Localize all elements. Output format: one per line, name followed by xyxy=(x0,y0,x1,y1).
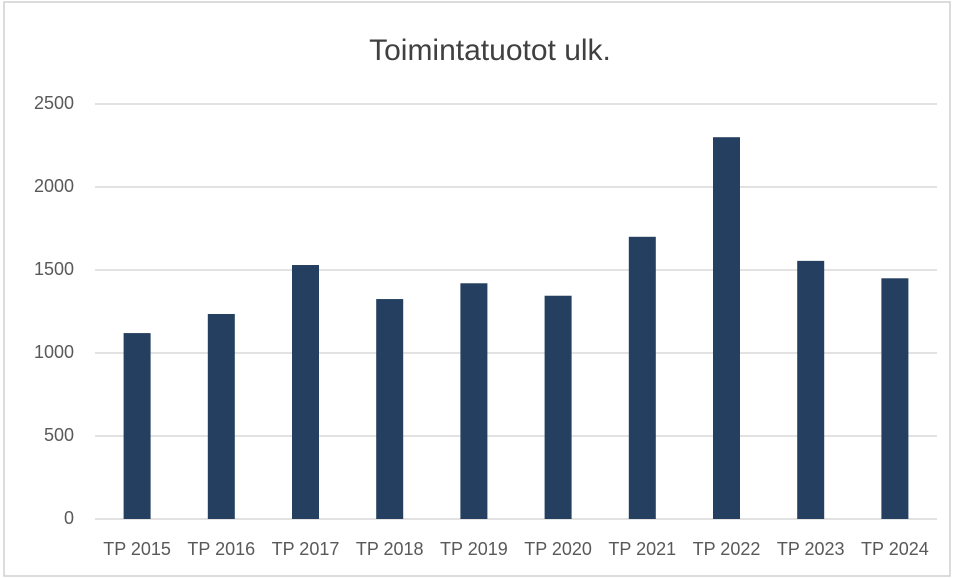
x-tick-label: TP 2021 xyxy=(608,539,676,559)
y-tick-label: 500 xyxy=(44,425,74,445)
x-tick-label: TP 2016 xyxy=(187,539,255,559)
x-tick-label: TP 2023 xyxy=(777,539,845,559)
y-tick-label: 2000 xyxy=(34,176,74,196)
y-tick-label: 1500 xyxy=(34,259,74,279)
bar xyxy=(797,260,825,519)
bar xyxy=(881,278,909,519)
x-tick-label: TP 2022 xyxy=(693,539,761,559)
chart-title: Toimintatuotot ulk. xyxy=(369,34,611,67)
x-tick-label: TP 2015 xyxy=(103,539,171,559)
x-tick-label: TP 2024 xyxy=(861,539,929,559)
bar xyxy=(376,299,404,519)
x-tick-label: TP 2018 xyxy=(356,539,424,559)
bar xyxy=(460,283,488,519)
y-tick-label: 0 xyxy=(64,508,74,528)
y-tick-label: 1000 xyxy=(34,342,74,362)
bar xyxy=(207,313,235,519)
x-tick-label: TP 2017 xyxy=(272,539,340,559)
bar xyxy=(628,236,656,520)
x-tick-label: TP 2020 xyxy=(524,539,592,559)
bar xyxy=(544,295,572,519)
bar xyxy=(713,137,740,519)
bar xyxy=(292,265,319,519)
x-tick-label: TP 2019 xyxy=(440,539,508,559)
bar xyxy=(123,333,151,519)
y-tick-label: 2500 xyxy=(34,93,74,113)
